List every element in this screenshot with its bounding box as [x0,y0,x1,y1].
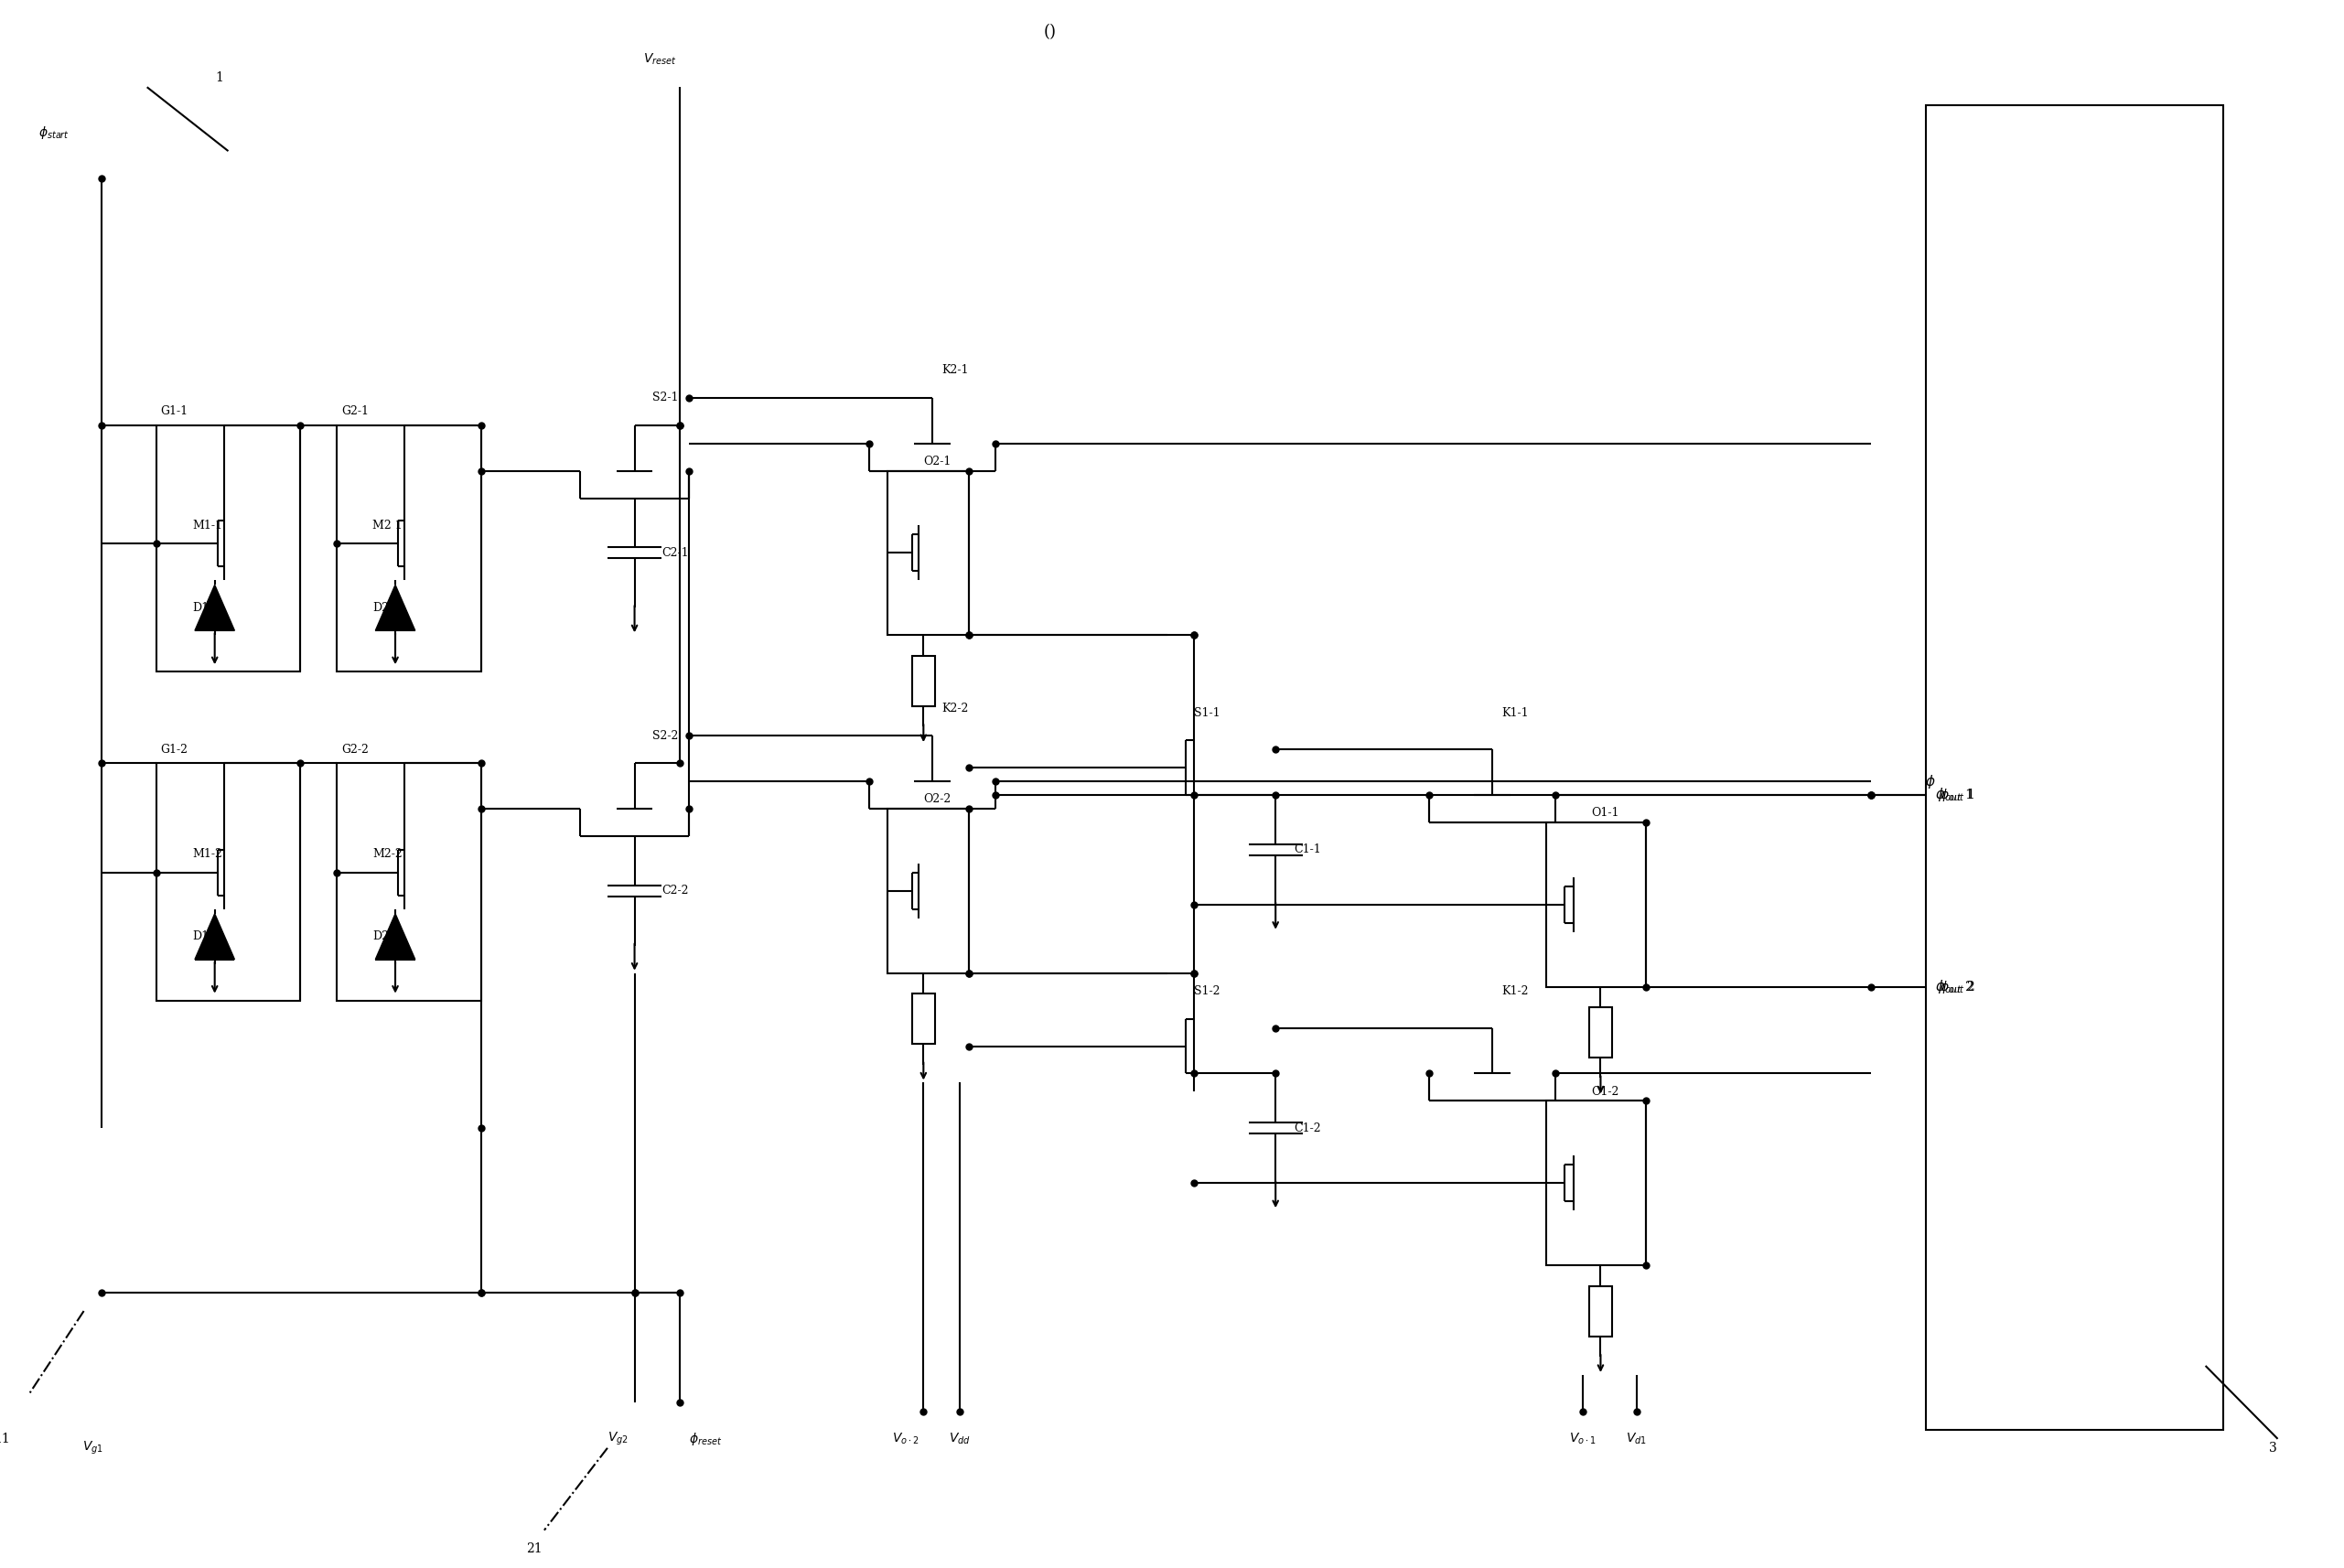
Polygon shape [375,914,415,960]
Text: K1-2: K1-2 [1500,985,1528,997]
Text: $\phi_{reset}$: $\phi_{reset}$ [689,1430,722,1447]
Text: G2-2: G2-2 [342,743,368,756]
Bar [157,425,300,671]
Text: D2-1: D2-1 [373,602,401,613]
Text: $\phi_{start}$: $\phi_{start}$ [38,124,70,141]
Text: $\phi_{out}$ 2: $\phi_{out}$ 2 [1934,978,1974,996]
Text: D1-2: D1-2 [192,930,220,942]
Polygon shape [375,585,415,630]
Text: K1-1: K1-1 [1500,707,1528,718]
Bar [888,809,968,974]
Text: C1-2: C1-2 [1294,1123,1320,1134]
Text: (): () [1043,24,1057,41]
Text: C2-1: C2-1 [661,547,689,558]
Bar [1547,1101,1645,1265]
Text: $V_{dd}$: $V_{dd}$ [949,1432,970,1446]
Text: $V_{d1}$: $V_{d1}$ [1627,1432,1648,1446]
Text: G1-1: G1-1 [159,406,188,417]
Text: $\phi_{out}$ 1: $\phi_{out}$ 1 [1938,787,1974,803]
Text: M2 1: M2 1 [373,519,403,532]
Text: $V_{o\cdot2}$: $V_{o\cdot2}$ [891,1432,919,1446]
Bar [912,994,935,1044]
Text: M1-1: M1-1 [192,519,223,532]
Text: G1-2: G1-2 [159,743,188,756]
Bar [1547,822,1645,986]
Text: O1-1: O1-1 [1592,808,1620,818]
Bar [157,764,300,1000]
Text: M1-2: M1-2 [192,848,223,861]
Bar [888,470,968,635]
Text: $V_{o\cdot1}$: $V_{o\cdot1}$ [1568,1432,1596,1446]
Text: O2-2: O2-2 [924,793,952,806]
Bar [1589,1007,1613,1057]
Text: K2-1: K2-1 [942,364,968,376]
Text: $V_{g1}$: $V_{g1}$ [82,1439,103,1457]
Text: G2-1: G2-1 [342,406,368,417]
Bar [1927,105,2224,1430]
Text: C1-1: C1-1 [1294,844,1320,856]
Text: C2-2: C2-2 [661,884,689,897]
Text: $V_{reset}$: $V_{reset}$ [645,52,677,67]
Text: K2-2: K2-2 [942,702,968,713]
Polygon shape [195,914,234,960]
Text: $V_{g2}$: $V_{g2}$ [607,1430,628,1447]
Bar [912,655,935,706]
Text: D2-2: D2-2 [373,930,401,942]
Text: O1-2: O1-2 [1592,1087,1620,1098]
Text: 1: 1 [216,72,223,85]
Text: $\phi_{out}$ 2: $\phi_{out}$ 2 [1938,978,1976,996]
Text: $\phi_{out}$ 1: $\phi_{out}$ 1 [1934,786,1974,804]
Text: 3: 3 [2269,1441,2276,1455]
Text: S2-1: S2-1 [652,392,680,403]
Text: 21: 21 [525,1541,541,1555]
Text: 11: 11 [0,1433,9,1446]
Text: S2-2: S2-2 [652,729,677,742]
Text: $\phi$: $\phi$ [1924,773,1936,790]
Bar [338,425,481,671]
Bar [1589,1286,1613,1336]
Polygon shape [195,585,234,630]
Bar [338,764,481,1000]
Text: S1-2: S1-2 [1195,985,1221,997]
Text: M2-2: M2-2 [373,848,403,861]
Text: S1-1: S1-1 [1195,707,1221,718]
Text: D1-1: D1-1 [192,602,220,613]
Text: O2-1: O2-1 [924,456,952,467]
